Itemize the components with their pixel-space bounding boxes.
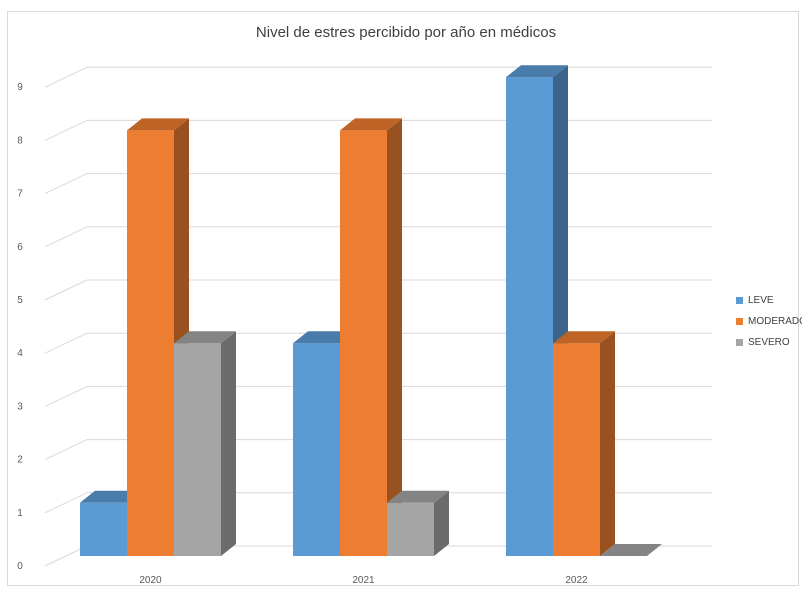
y-tick-label: 2 [17,455,23,466]
x-tick-label: 2022 [565,575,588,586]
y-tick-label: 9 [17,82,23,93]
gridline-diagonal [44,492,88,514]
gridline-diagonal [44,385,88,407]
legend: LEVE MODERADO SEVERO [736,290,802,353]
y-tick-label: 1 [17,508,23,519]
bar-top [174,331,236,344]
bar [553,331,615,556]
legend-label: MODERADO [748,316,802,327]
x-axis-ticks: 2020 2021 2022 [139,575,588,586]
bar [340,118,402,557]
y-tick-label: 8 [17,135,23,146]
bar [600,544,662,556]
y-tick-label: 3 [17,401,23,412]
gridline-diagonal [44,173,88,195]
bar-front [127,130,174,556]
gridline-diagonal [44,279,88,301]
gridline-diagonal [44,332,88,354]
bar-top [553,331,615,344]
bar [387,490,449,556]
legend-swatch [736,339,743,346]
bar-front [293,343,340,556]
chart-title: Nivel de estres percibido por año en méd… [256,24,556,41]
bar-front [553,343,600,556]
bar-side [221,331,236,556]
bar [506,65,568,556]
bar-top [340,118,402,131]
y-tick-label: 6 [17,242,23,253]
legend-item: MODERADO [736,311,802,332]
bar-top [506,65,568,78]
gridline-diagonal [44,66,88,88]
bar-top [80,490,142,503]
y-tick-label: 7 [17,189,23,200]
x-tick-label: 2021 [352,575,375,586]
bar-top [387,490,449,503]
legend-item: SEVERO [736,332,802,353]
bars [80,65,662,557]
bar-side [434,490,449,556]
y-tick-label: 5 [17,295,23,306]
bar-front [506,77,553,556]
bar-top [600,544,662,556]
y-tick-label: 0 [17,561,23,572]
legend-item: LEVE [736,290,802,311]
gridline-diagonal [44,226,88,248]
legend-swatch [736,297,743,304]
x-tick-label: 2020 [139,575,162,586]
bar-side [387,118,402,557]
gridline-diagonal [44,119,88,141]
bar-front [340,130,387,556]
gridline-diagonal [44,439,88,461]
legend-swatch [736,318,743,325]
bar-front [387,502,434,556]
bar [174,331,236,556]
bar-top [127,118,189,131]
legend-label: LEVE [748,295,774,306]
bar-top [293,331,355,344]
bar-side [600,331,615,556]
bar-front [174,343,221,556]
bar-front [80,502,127,556]
y-tick-label: 4 [17,348,23,359]
legend-label: SEVERO [748,337,790,348]
y-axis-ticks: 0 1 2 3 4 5 6 7 8 9 [17,82,23,572]
